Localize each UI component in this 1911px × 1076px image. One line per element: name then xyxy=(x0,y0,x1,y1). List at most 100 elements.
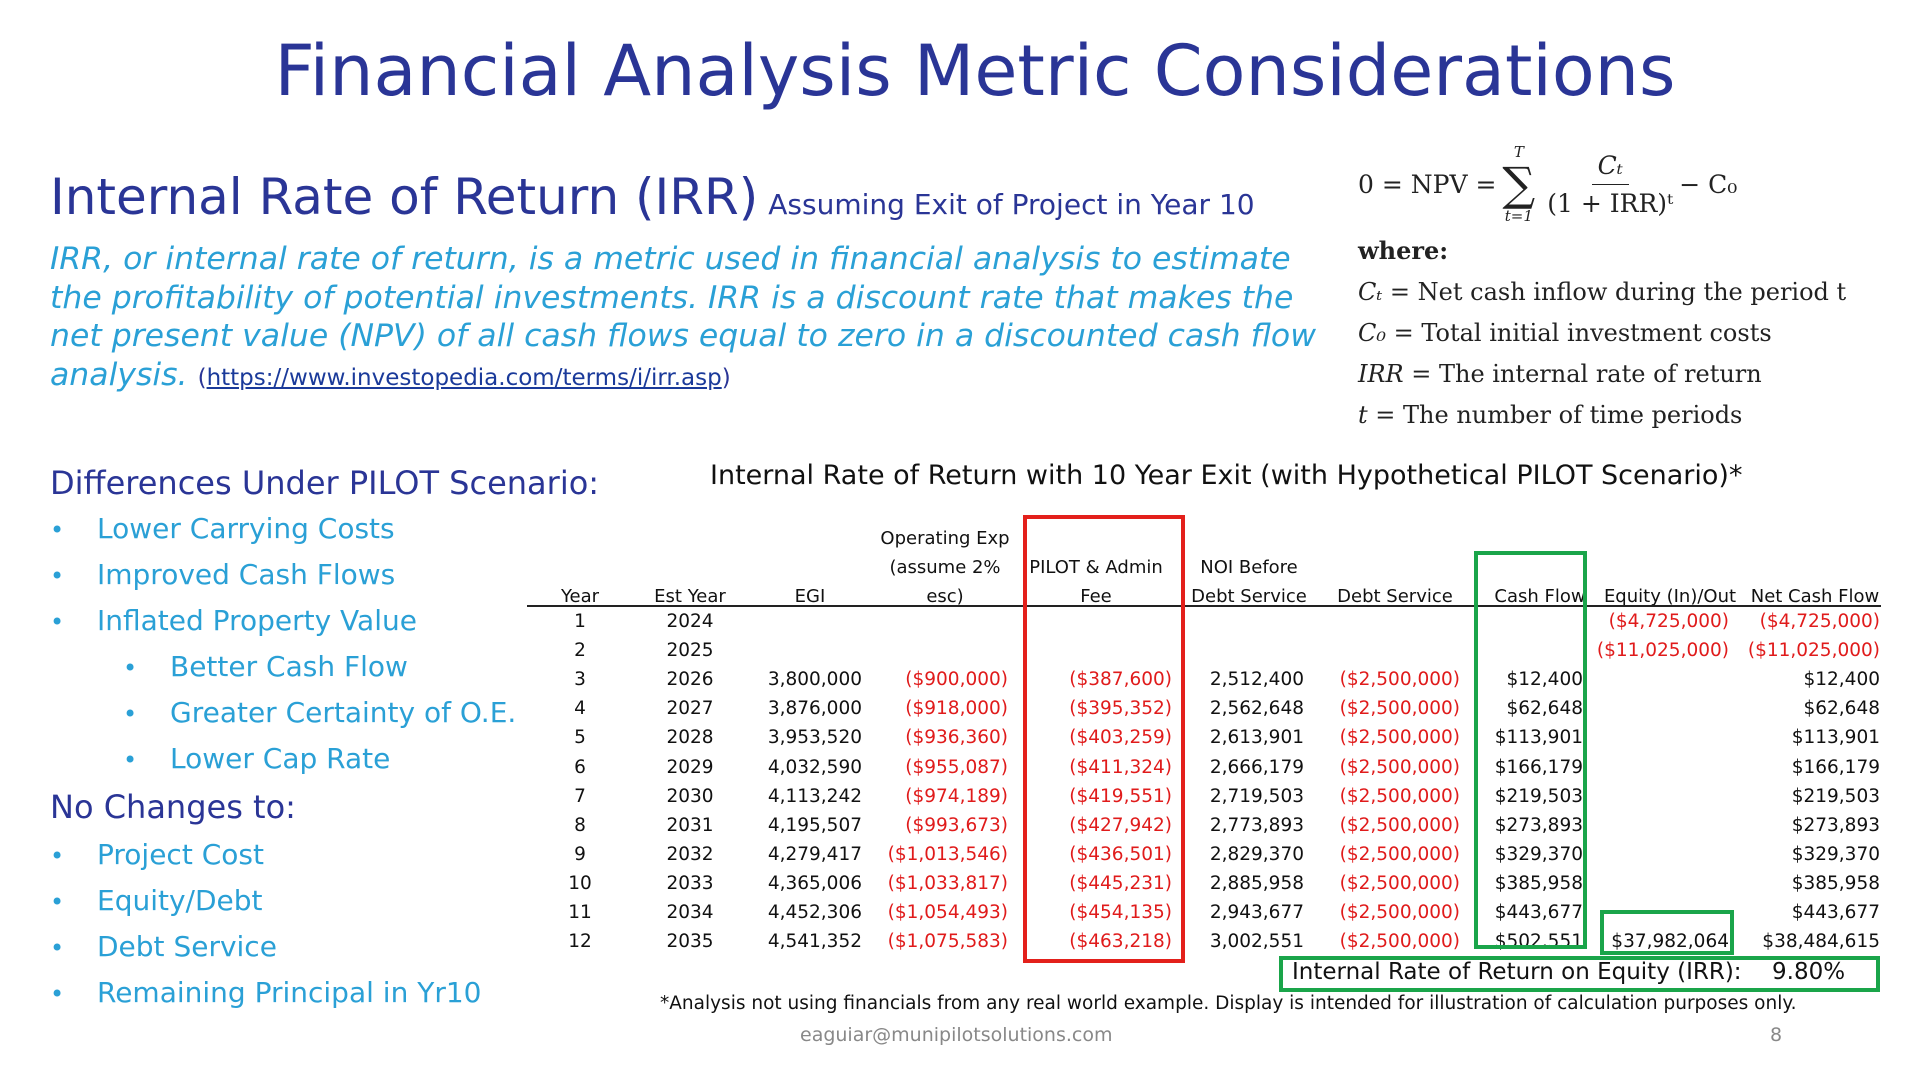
cell-year: 1 xyxy=(574,611,586,632)
cell-cash-flow: $329,370 xyxy=(1494,843,1583,865)
cell-pilot: ($463,218) xyxy=(1069,931,1172,953)
cell-est-year: 2024 xyxy=(666,611,714,632)
cell-opex: ($955,087) xyxy=(905,756,1008,778)
cell-est-year: 2035 xyxy=(666,931,714,953)
bullet-item: • Lower Carrying Costs xyxy=(50,512,395,545)
cell-opex: ($900,000) xyxy=(905,669,1008,691)
cell-egi: 4,541,352 xyxy=(767,931,862,953)
equation-tail: − C₀ xyxy=(1679,169,1738,199)
cell-net: $219,503 xyxy=(1791,785,1880,807)
cell-net: $329,370 xyxy=(1791,843,1880,865)
irr-definition: IRR, or internal rate of return, is a me… xyxy=(50,240,1320,397)
fraction-numerator: Cₜ xyxy=(1591,151,1629,185)
cell-egi: 4,452,306 xyxy=(767,902,862,923)
bullet-dot-icon: • xyxy=(50,516,65,544)
cell-opex: ($1,075,583) xyxy=(887,931,1008,953)
cell-egi: 3,876,000 xyxy=(767,698,862,720)
bullet-dot-icon: • xyxy=(123,746,138,774)
cell-pilot: ($445,231) xyxy=(1069,872,1172,894)
cell-noi: 2,773,893 xyxy=(1209,814,1304,836)
header-pilot-admin-fee: PILOT & Admin Fee xyxy=(1029,557,1163,607)
irr-result-box xyxy=(1279,956,1880,992)
cell-est-year: 2025 xyxy=(666,640,714,662)
header-operating-exp: Operating Exp (assume 2% esc) xyxy=(880,528,1010,607)
bullet-dot-icon: • xyxy=(50,980,65,1008)
bullet-dot-icon: • xyxy=(50,842,65,870)
definition-c0-text: = Total initial investment costs xyxy=(1385,319,1772,347)
bullet-item: • Inflated Property Value xyxy=(50,604,417,637)
cell-equity: ($11,025,000) xyxy=(1596,640,1729,662)
no-changes-title: No Changes to: xyxy=(50,788,296,826)
cell-pilot: ($403,259) xyxy=(1069,727,1172,749)
cell-cash-flow: $219,503 xyxy=(1494,785,1583,807)
investopedia-link[interactable]: https://www.investopedia.com/terms/i/irr… xyxy=(206,364,722,391)
cell-noi: 2,562,648 xyxy=(1209,698,1304,720)
cell-net: $273,893 xyxy=(1791,814,1880,836)
cell-opex: ($974,189) xyxy=(905,785,1008,807)
cell-noi: 2,943,677 xyxy=(1209,902,1304,923)
bullet-item: • Equity/Debt xyxy=(50,884,263,917)
fraction: Cₜ (1 + IRR)ᵗ xyxy=(1547,151,1673,218)
cell-cash-flow: $166,179 xyxy=(1494,756,1583,778)
cell-pilot: ($436,501) xyxy=(1069,843,1172,865)
cell-egi: 4,365,006 xyxy=(767,872,862,894)
header-egi: EGI xyxy=(794,586,826,607)
cell-net: $166,179 xyxy=(1791,756,1880,778)
bullet-dot-icon: • xyxy=(123,700,138,728)
where-label: where: xyxy=(1358,236,1449,265)
bullet-item: • Improved Cash Flows xyxy=(50,558,395,591)
bullet-text: Lower Cap Rate xyxy=(170,742,391,775)
cell-year: 8 xyxy=(574,814,586,836)
cell-year: 6 xyxy=(574,756,586,778)
cell-net: $62,648 xyxy=(1803,698,1880,720)
bullet-text: Remaining Principal in Yr10 xyxy=(97,976,482,1009)
cell-est-year: 2027 xyxy=(666,698,714,720)
cell-debt: ($2,500,000) xyxy=(1339,814,1460,836)
cell-net: ($4,725,000) xyxy=(1759,611,1880,632)
cell-debt: ($2,500,000) xyxy=(1339,698,1460,720)
symbol-t: t xyxy=(1358,401,1368,429)
header-equity-in-out: Equity (In)/Out xyxy=(1603,586,1737,607)
symbol-c0: C₀ xyxy=(1358,319,1386,347)
cell-net: $385,958 xyxy=(1791,872,1880,894)
cell-cash-flow: $113,901 xyxy=(1494,727,1583,749)
npv-equation: 0 = NPV = T ∑ t=1 Cₜ (1 + IRR)ᵗ − C₀ xyxy=(1358,134,1908,234)
cell-opex: ($936,360) xyxy=(905,727,1008,749)
irr-result-label: Internal Rate of Return on Equity (IRR): xyxy=(1292,959,1742,985)
cell-year: 9 xyxy=(574,843,586,865)
bullet-item: • Debt Service xyxy=(50,930,277,963)
cell-opex: ($918,000) xyxy=(905,698,1008,720)
cell-est-year: 2032 xyxy=(666,843,714,865)
irr-result-value: 9.80% xyxy=(1772,959,1846,985)
definition-c0: C₀ = Total initial investment costs xyxy=(1358,319,1908,347)
irr-heading: Internal Rate of Return (IRR) Assuming Ex… xyxy=(50,168,1255,226)
cell-year: 3 xyxy=(574,669,586,691)
cell-est-year: 2031 xyxy=(666,814,714,836)
link-open-paren: ( xyxy=(197,364,207,391)
bullet-text: Equity/Debt xyxy=(97,884,263,917)
bullet-text: Better Cash Flow xyxy=(170,650,408,683)
bullet-text: Improved Cash Flows xyxy=(97,558,396,591)
cell-opex: ($1,013,546) xyxy=(887,843,1008,865)
header-noi: NOI Before Debt Service xyxy=(1191,557,1307,607)
cell-cash-flow: $62,648 xyxy=(1506,698,1583,720)
cell-noi: 2,719,503 xyxy=(1209,785,1304,807)
cell-pilot: ($419,551) xyxy=(1069,785,1172,807)
cell-net: ($11,025,000) xyxy=(1747,640,1880,662)
equation-lhs: 0 = NPV = xyxy=(1358,169,1497,199)
bullet-dot-icon: • xyxy=(50,608,65,636)
cell-est-year: 2030 xyxy=(666,785,714,807)
cell-year: 7 xyxy=(574,785,586,807)
cell-opex: ($1,033,817) xyxy=(887,872,1008,894)
cell-opex: ($1,054,493) xyxy=(887,902,1008,923)
fraction-denominator: (1 + IRR)ᵗ xyxy=(1547,188,1674,218)
cell-debt: ($2,500,000) xyxy=(1339,785,1460,807)
bullet-text: Lower Carrying Costs xyxy=(97,512,395,545)
cell-pilot: ($427,942) xyxy=(1069,814,1172,836)
slide-title: Financial Analysis Metric Considerations xyxy=(274,30,1676,112)
cell-cash-flow: $443,677 xyxy=(1494,902,1583,923)
cell-year: 12 xyxy=(568,931,592,953)
header-year: Year xyxy=(560,586,600,607)
bullet-item: • Remaining Principal in Yr10 xyxy=(50,976,481,1009)
cell-pilot: ($411,324) xyxy=(1069,756,1172,778)
